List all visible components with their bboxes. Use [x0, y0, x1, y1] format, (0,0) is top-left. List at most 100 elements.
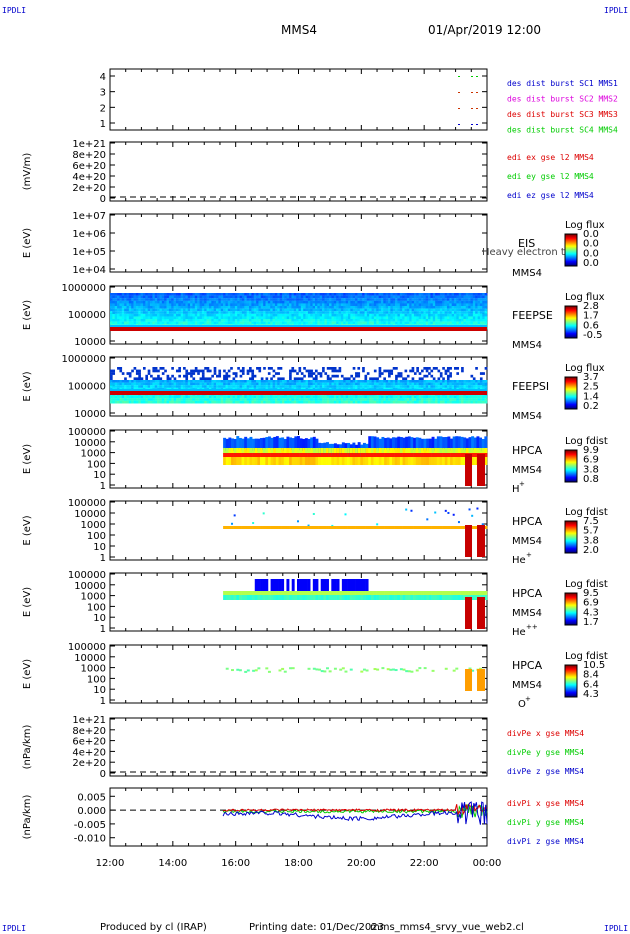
spectrogram-cell	[275, 457, 279, 465]
spectrogram-cell	[150, 374, 153, 378]
spectrogram-cell	[395, 293, 398, 296]
spectrogram-cell	[437, 319, 441, 322]
spectrogram-cell	[131, 295, 134, 299]
spectrogram-cell	[126, 306, 130, 309]
spectrogram-cell	[322, 300, 325, 304]
spectrogram-cell	[164, 369, 167, 373]
spectrogram-cell	[312, 308, 316, 312]
spectrogram-cell	[180, 398, 184, 401]
spectrogram-cell	[211, 374, 214, 378]
spectrogram-cell	[282, 295, 285, 299]
spectrogram-cell	[246, 316, 250, 320]
spectrogram-cell	[355, 372, 358, 375]
spectrogram-cell	[439, 303, 443, 307]
spectrogram-cell	[376, 300, 379, 304]
spectrogram-cell	[305, 308, 309, 312]
spectrogram-cell	[477, 380, 481, 383]
spectrogram-cell	[230, 316, 233, 320]
spectrogram-cell	[388, 319, 391, 322]
spectrogram-cell	[364, 308, 368, 312]
spectrogram-cell	[194, 306, 198, 309]
spectrogram-cell	[378, 374, 382, 378]
spectrogram-cell	[192, 382, 196, 386]
spectrogram-cell	[270, 300, 273, 304]
spectrogram-cell	[421, 377, 424, 381]
spectrogram-cell	[326, 377, 330, 381]
spectrogram-cell	[145, 382, 148, 386]
spectrogram-cell	[333, 300, 337, 304]
spectrogram-cell	[218, 374, 222, 378]
spectrogram-cell	[482, 303, 485, 307]
spectrogram-cell	[154, 380, 158, 383]
spectrogram-cell	[399, 448, 403, 453]
colorbar-tick: -0.5	[583, 330, 603, 341]
spectrogram-cell	[416, 321, 419, 325]
spectrogram-cell	[479, 398, 483, 401]
spectrogram-cell	[142, 316, 146, 320]
spectrogram-cell	[192, 372, 196, 375]
spectrogram-cell	[159, 298, 163, 301]
spectrogram-cell	[456, 380, 460, 383]
spectrogram-cell	[303, 308, 306, 312]
spectrogram-cell	[376, 306, 379, 309]
spectrogram-cell	[373, 369, 377, 373]
spectrogram-cell	[352, 395, 356, 399]
spectrogram-cell	[128, 385, 132, 388]
spectrogram-cell	[246, 385, 250, 388]
spectrogram-cell	[291, 382, 295, 386]
spectrogram-cell	[333, 457, 337, 465]
burst-mark	[458, 108, 460, 109]
spectrogram-cell	[355, 395, 358, 399]
spectrogram-cell	[154, 400, 158, 404]
spectrogram-cell	[385, 395, 389, 399]
spectrogram-cell	[164, 303, 167, 307]
spectrogram-cell	[133, 395, 137, 399]
spectrogram-cell	[298, 298, 302, 301]
spectrogram-cell	[477, 385, 481, 388]
spectrogram-cell	[357, 380, 361, 383]
colorbar-cell	[565, 385, 577, 387]
spectrogram-cell	[477, 395, 481, 399]
spectrogram-cell	[223, 385, 226, 388]
spectrogram-cell	[430, 293, 434, 296]
spectrogram-cell	[227, 319, 231, 322]
spectrogram-cell	[418, 293, 422, 296]
spectrogram-cell	[121, 382, 125, 386]
spectrogram-cell	[293, 298, 297, 301]
colorbar-cell	[565, 383, 577, 385]
spectrogram-cell	[258, 295, 262, 299]
spectrogram-cell	[286, 321, 290, 325]
spectrogram-cell	[357, 398, 361, 401]
spectrogram-cell	[289, 319, 292, 322]
spectrogram-cell	[211, 382, 214, 386]
spectrogram-cell	[376, 453, 380, 457]
spectrogram-cell	[204, 321, 207, 325]
spectrogram-cell	[416, 298, 419, 301]
spectrogram-cell	[329, 395, 332, 399]
spectrogram-cell	[392, 321, 396, 325]
species-label: H	[512, 484, 520, 495]
spectrogram-cell	[251, 319, 255, 322]
spectrogram-cell	[249, 298, 252, 301]
spectrogram-cell	[404, 395, 408, 399]
spectrogram-cell	[133, 321, 137, 325]
spectrogram-cell	[470, 398, 474, 401]
spectrogram-cell	[350, 395, 353, 399]
spectrogram-cell	[425, 316, 429, 320]
spectrogram-cell	[458, 295, 462, 299]
colorbar-cell	[565, 402, 577, 404]
spectrogram-cell	[241, 321, 245, 325]
spectrogram-cell	[114, 300, 118, 304]
spectrogram-cell	[291, 395, 295, 399]
spectrogram-cell	[296, 293, 299, 296]
spectrogram-cell	[357, 385, 361, 388]
spectrogram-cell	[310, 313, 313, 317]
spectrogram-cell	[270, 448, 274, 453]
spectrogram-cell	[307, 395, 311, 399]
spectrogram-cell	[399, 319, 403, 322]
spectrogram-cell	[230, 295, 233, 299]
spectrogram-cell	[192, 400, 196, 404]
spectrogram-cell	[442, 321, 445, 325]
spectrogram-cell	[273, 457, 277, 465]
spectrogram-cell	[428, 367, 431, 370]
